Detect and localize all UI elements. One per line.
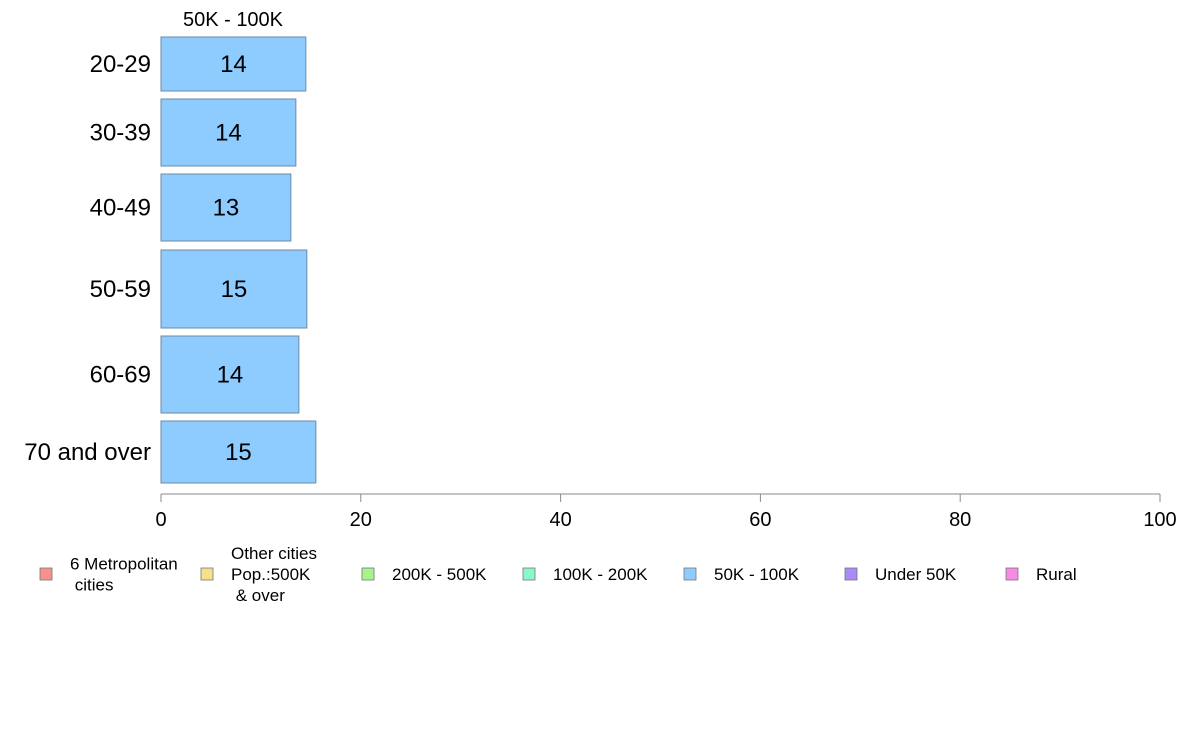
legend-swatch <box>844 567 858 581</box>
legend-label: 50K - 100K <box>714 565 800 584</box>
chart-title: 50K - 100K <box>183 9 284 31</box>
x-tick-label: 100 <box>1143 509 1176 531</box>
x-tick-label: 80 <box>949 509 971 531</box>
legend-swatch <box>200 567 214 581</box>
legend: 6 Metropolitan cities Other cities Pop.:50… <box>39 544 1077 605</box>
bar <box>160 335 300 414</box>
data-label: 13 <box>213 195 240 222</box>
bars-group: 14 20-29 14 30-39 13 40-49 15 50-59 14 60-69 15 70 … <box>24 36 317 484</box>
x-tick-label: 60 <box>749 509 771 531</box>
data-label: 14 <box>215 120 242 147</box>
legend-swatch <box>361 567 375 581</box>
legend-label: 6 Metropolitan cities <box>70 555 178 595</box>
bar <box>160 173 292 242</box>
bar <box>160 98 297 167</box>
legend-label: 200K - 500K <box>392 565 487 584</box>
category-label: 60-69 <box>90 362 151 389</box>
x-tick-label: 40 <box>549 509 571 531</box>
data-label: 15 <box>225 439 252 466</box>
legend-swatch <box>39 567 53 581</box>
bar <box>160 420 317 484</box>
x-tick-label: 20 <box>350 509 372 531</box>
legend-swatch <box>1005 567 1019 581</box>
bar <box>160 249 308 329</box>
category-label: 20-29 <box>90 51 151 78</box>
category-label: 70 and over <box>24 439 151 466</box>
bar <box>160 36 307 92</box>
category-label: 50-59 <box>90 276 151 303</box>
legend-swatch <box>522 567 536 581</box>
legend-label: Under 50K <box>875 565 957 584</box>
data-label: 14 <box>217 362 244 389</box>
legend-label: 100K - 200K <box>553 565 648 584</box>
x-tick-label: 0 <box>155 509 166 531</box>
legend-label: Rural <box>1036 565 1077 584</box>
x-axis: 0 20 40 60 80 100 <box>155 493 1177 531</box>
category-label: 30-39 <box>90 120 151 147</box>
category-label: 40-49 <box>90 195 151 222</box>
legend-label: Other cities Pop.:500K & over <box>231 544 317 605</box>
data-label: 14 <box>220 51 247 78</box>
data-label: 15 <box>221 276 248 303</box>
legend-swatch <box>683 567 697 581</box>
